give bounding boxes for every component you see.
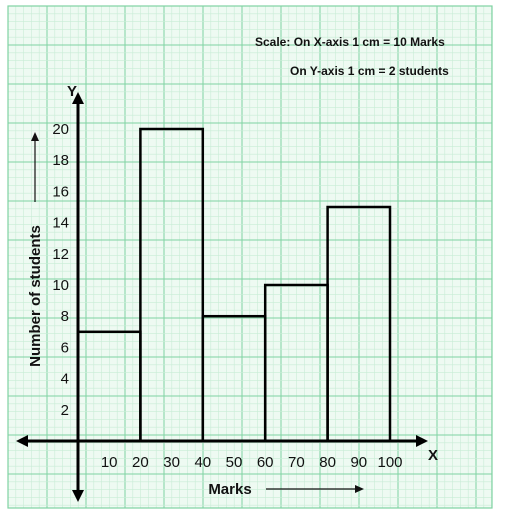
x-tick-label: 80 [319, 454, 336, 471]
y-tick-label: 18 [52, 152, 69, 169]
y-tick-label: 12 [52, 246, 69, 263]
x-axis-right-arrowhead [416, 435, 428, 447]
y-tick-label: 10 [52, 277, 69, 294]
y-tick-label: 4 [61, 371, 69, 388]
graph-paper-border [7, 5, 493, 509]
scale-note-x: Scale: On X-axis 1 cm = 10 Marks [255, 35, 445, 49]
y-tick-label: 16 [52, 183, 69, 200]
y-axis-top-arrowhead [72, 92, 84, 104]
x-axis-title: Marks [208, 481, 251, 498]
y-tick-label: 2 [61, 402, 69, 419]
y-tick-label: 14 [52, 215, 69, 232]
x-tick-label: 50 [226, 454, 243, 471]
y-tick-label: 6 [61, 339, 69, 356]
y-tick-label: 8 [61, 308, 69, 325]
scale-note-y: On Y-axis 1 cm = 2 students [290, 64, 449, 78]
x-tick-label: 70 [288, 454, 305, 471]
x-tick-label: 10 [101, 454, 118, 471]
x-axis-left-arrowhead [16, 435, 28, 447]
x-tick-label: 90 [350, 454, 367, 471]
y-axis-bottom-arrowhead [72, 490, 84, 502]
x-tick-label: 60 [257, 454, 274, 471]
y-axis-letter: Y [67, 83, 77, 100]
x-tick-label: 100 [377, 454, 402, 471]
x-tick-label: 20 [132, 454, 149, 471]
x-axis-title-arrowhead [355, 485, 364, 493]
y-axis-title-arrowhead [31, 132, 39, 141]
x-tick-label: 40 [194, 454, 211, 471]
y-axis-title: Number of students [27, 225, 44, 367]
y-tick-label: 20 [52, 121, 69, 138]
x-tick-label: 30 [163, 454, 180, 471]
x-axis-letter: X [428, 447, 438, 464]
